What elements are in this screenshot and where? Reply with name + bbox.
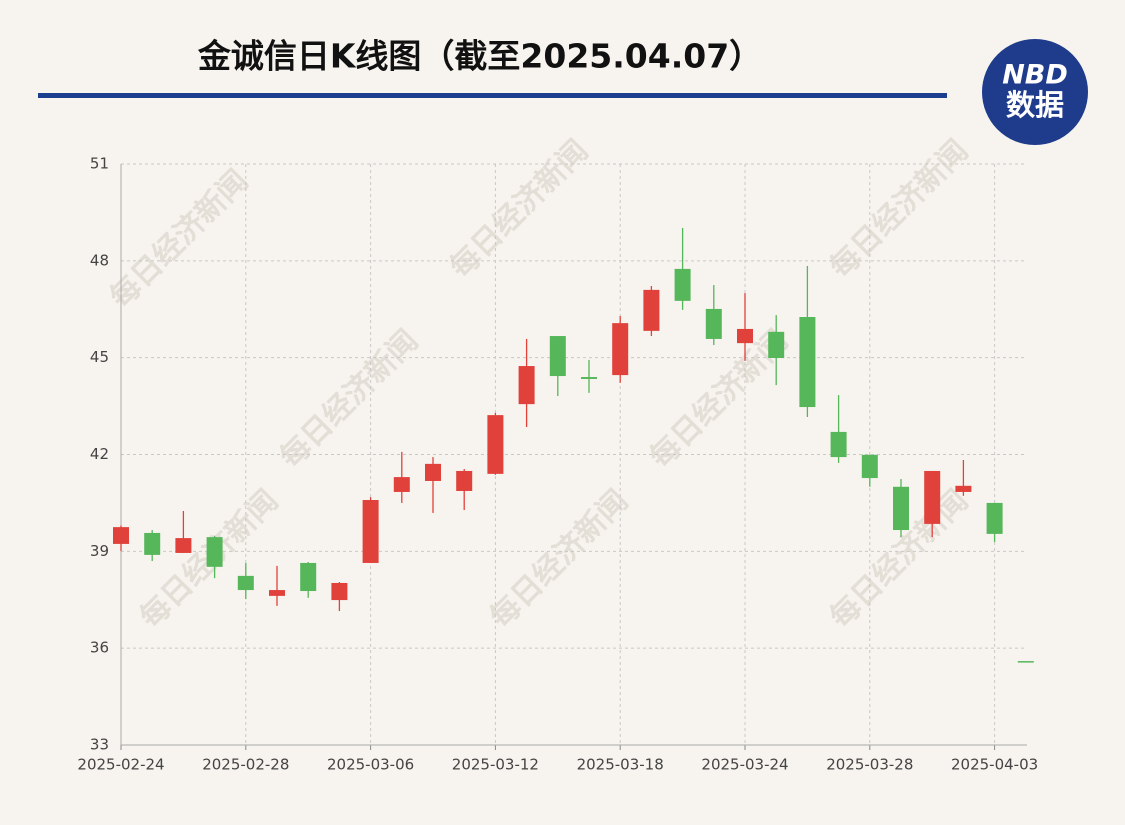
candle-body (300, 562, 317, 592)
logo-bottom: 数据 (1006, 88, 1064, 122)
candle-body (768, 331, 785, 358)
candle-body (737, 328, 753, 344)
y-tick-label: 45 (90, 348, 109, 366)
logo (982, 39, 1088, 145)
candle-body (674, 268, 691, 301)
candle-body (1017, 661, 1034, 663)
candle-body (362, 500, 379, 563)
x-tick-label: 2025-03-18 (577, 756, 664, 774)
candle-body (830, 431, 847, 458)
candle-body (456, 470, 473, 491)
candle-body (861, 454, 878, 479)
candle-body (425, 463, 441, 481)
x-tick-label: 2025-04-03 (951, 756, 1038, 774)
candle-body (581, 377, 597, 379)
x-tick-label: 2025-03-06 (327, 756, 414, 774)
y-tick-label: 42 (90, 445, 109, 463)
x-tick-label: 2025-03-24 (701, 756, 788, 774)
candle-body (643, 289, 660, 331)
candle-body (331, 582, 348, 601)
candle-body (175, 538, 192, 553)
y-tick-label: 33 (90, 736, 109, 754)
x-tick-label: 2025-03-28 (826, 756, 913, 774)
x-tick-label: 2025-02-28 (202, 756, 289, 774)
candle-body (393, 477, 410, 492)
candle-body (518, 366, 535, 405)
plot: 33 36 39 42 45 48 51 2025-02-24 2025-02-28 2025-0… (77, 155, 1038, 774)
y-tick-label: 36 (90, 639, 109, 657)
x-tick-label: 2025-03-12 (452, 756, 539, 774)
x-tick-label: 2025-02-24 (77, 756, 164, 774)
logo-top: NBD (1002, 60, 1068, 91)
candle-body (705, 308, 722, 339)
candle-body (144, 532, 161, 555)
y-tick-label: 51 (90, 155, 109, 173)
candle-body (799, 316, 816, 408)
candle-body (487, 415, 504, 474)
candle-body (113, 527, 129, 544)
y-tick-label: 39 (90, 542, 109, 560)
candle-body (893, 486, 909, 531)
candle-body (924, 470, 941, 524)
candle-body (549, 336, 566, 377)
candle-body (269, 590, 285, 596)
candle-body (206, 537, 223, 567)
candle-body (955, 485, 972, 492)
title-rule (38, 93, 947, 98)
candle-body (986, 502, 1003, 534)
candle-body (612, 323, 629, 376)
y-tick-label: 48 (90, 251, 109, 269)
candle-body (237, 575, 254, 591)
chart-title: 金诚信日K线图（截至2025.04.07） (197, 37, 762, 76)
